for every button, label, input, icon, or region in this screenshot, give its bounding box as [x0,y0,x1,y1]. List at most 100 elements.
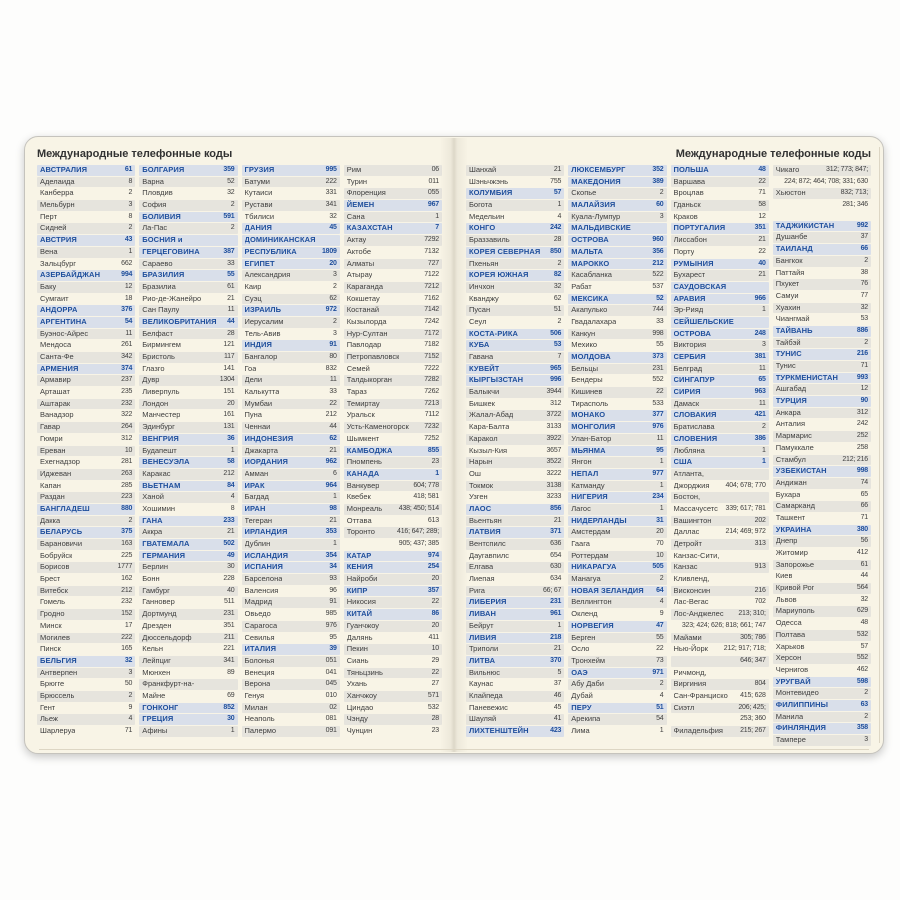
country-row: ТАДЖИКИСТАН 992 [772,220,871,232]
city-name: Белфаст [142,328,173,338]
phone-code: 7162 [424,294,439,302]
city-row: Гомель 232 [37,597,135,608]
phone-code: 412 [856,549,868,556]
phone-code: 905; 437; 385 [398,540,439,547]
city-name: Чикаго [775,165,800,174]
city-name: Гавана [469,352,494,361]
phone-code: 89 [227,668,235,676]
city-row: Чунцин 23 [344,726,442,737]
city-row: Глазго 141 [139,364,237,375]
country-name: КОНГО [469,223,496,233]
country-name: ЛИВАН [469,609,497,619]
phone-code: 263 [121,469,133,477]
city-row: Атырау 7122 [344,270,442,281]
city-row: Брюссель 2 [37,690,136,702]
city-row: Петропавловск 7152 [343,352,442,363]
city-name: Сана [346,211,365,221]
phone-code: 055 [427,189,439,197]
city-row: Милан 02 [241,702,340,714]
city-name: Ухань [346,679,368,689]
phone-code: 258 [856,443,868,451]
city-row: Пхукет 76 [772,279,871,290]
city-row: Ереван 10 [37,445,136,457]
spacer-row [773,212,871,220]
country-row: АВСТРИЯ 43 [37,235,136,246]
city-row: Мумбаи 22 [241,398,340,410]
phone-code: 011 [428,177,439,185]
phone-code: 73 [656,656,664,664]
phone-code: 121 [223,341,235,349]
city-row: Минск 17 [37,621,135,632]
country-row: КАТАР 974 [343,550,442,562]
phone-code: 1 [557,201,562,209]
city-name: Дувр [142,375,160,385]
phone-code: 613 [427,516,439,524]
city-name: Варшава [673,176,706,186]
city-row: Бельцы 231 [568,363,667,375]
city-name: Аделаида [40,176,75,186]
phone-code: 1304 [219,376,235,384]
city-name: Полтава [775,629,806,639]
city-name: Роттердам [571,550,609,560]
city-name: Лиепая [469,574,495,584]
city-name: Балыкчи [469,387,500,397]
country-name: МАКЕДОНИЯ [571,176,621,186]
city-name: Квебек [346,492,371,502]
city-row: Мармарис 252 [772,431,871,442]
city-name: Мадрид [244,597,273,607]
city-row: Бобруйск 225 [37,551,135,562]
city-name: Иджеван [40,468,72,478]
phone-code: 22 [431,598,440,606]
city-name: Кара-Балта [469,422,510,432]
city-name: Лима [571,726,590,735]
city-row: Лима 1 [568,726,666,737]
phone-code: 2 [557,259,562,267]
city-name: Краков [673,211,698,221]
city-name: Сумгаит [40,293,69,303]
country-name: ВЕНГРИЯ [142,433,179,443]
city-name: Антверпен [40,667,78,677]
country-name: ИСПАНИЯ [244,562,284,572]
phone-code: 225 [121,551,133,559]
country-name: РЕСПУБЛИКА [244,246,297,256]
city-row: Ханой 4 [139,492,238,503]
country-name: УЗБЕКИСТАН [775,466,827,476]
city-name: Батуми [244,176,270,186]
country-name: КАЗАХСТАН [346,223,393,233]
city-row: Гавар 264 [37,422,136,433]
city-name: Караганда [346,281,384,291]
phone-code: 7222 [424,364,439,372]
phone-code: 2 [659,189,664,197]
city-row: Хуахин 32 [772,302,871,314]
phone-code: 351 [223,621,235,629]
city-name: Мумбаи [244,398,273,408]
city-row: 224; 872; 464; 708; 331; 630 [773,177,871,188]
city-name: Кишинев [571,387,603,397]
country-name: ЛИТВА [469,655,496,665]
city-row: Никосия 22 [343,597,442,609]
country-name: КОЛУМБИЯ [469,188,513,198]
country-row: АРМЕНИЯ 374 [37,363,136,375]
city-row: Братислава 2 [670,422,769,433]
phone-code: 62 [329,294,337,302]
city-name: Хуахин [775,302,801,312]
country-row: ТАИЛАНД 66 [772,244,871,255]
city-name: Хьюстон [775,188,806,198]
phone-code: 55 [656,341,664,349]
city-name: Кызыл-Кия [469,445,508,455]
city-name: Александрия [244,270,291,280]
city-row: Душанбе 37 [772,232,871,244]
phone-code: 33 [227,259,235,267]
city-row: Самарканд 66 [772,501,871,512]
city-name: София [142,200,167,210]
phone-code: 7 [557,353,562,360]
phone-code: 12 [758,212,766,220]
phone-code: 57 [860,642,869,650]
phone-code: 43 [124,236,133,244]
city-row: Хьюстон 832; 713; [772,188,871,200]
country-name: МЕКСИКА [571,293,609,303]
city-name: Нур-Султан [346,328,388,338]
phone-code: 45 [553,703,562,711]
city-row: Бангалор 80 [241,352,340,363]
city-name: Эдинбург [142,422,175,432]
